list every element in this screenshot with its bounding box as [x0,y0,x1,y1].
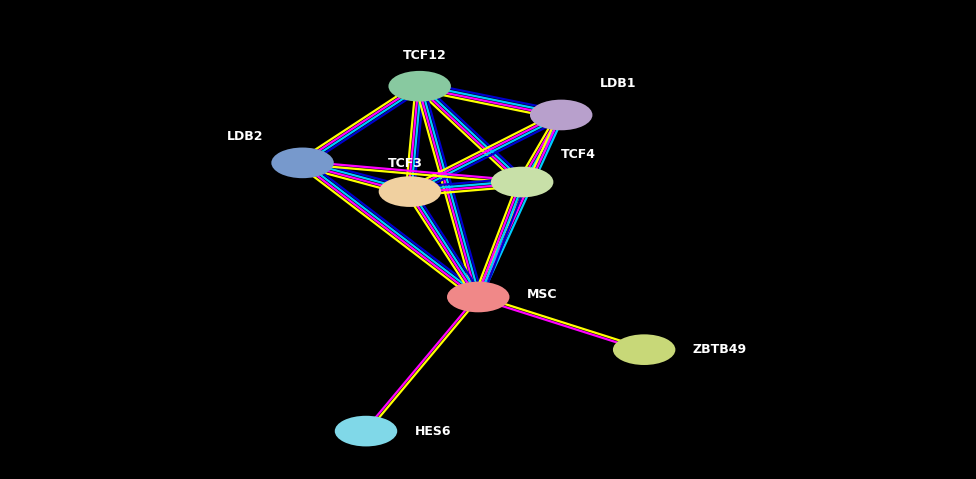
Text: TCF3: TCF3 [387,157,423,171]
Text: HES6: HES6 [415,424,451,438]
Circle shape [379,176,441,207]
Circle shape [447,282,509,312]
Text: LDB2: LDB2 [227,130,264,143]
Circle shape [491,167,553,197]
Text: ZBTB49: ZBTB49 [693,343,747,356]
Circle shape [530,100,592,130]
Text: MSC: MSC [527,288,557,301]
Text: TCF4: TCF4 [561,148,596,161]
Circle shape [613,334,675,365]
Circle shape [388,71,451,102]
Circle shape [335,416,397,446]
Text: LDB1: LDB1 [600,77,636,91]
Text: TCF12: TCF12 [403,48,446,62]
Circle shape [271,148,334,178]
